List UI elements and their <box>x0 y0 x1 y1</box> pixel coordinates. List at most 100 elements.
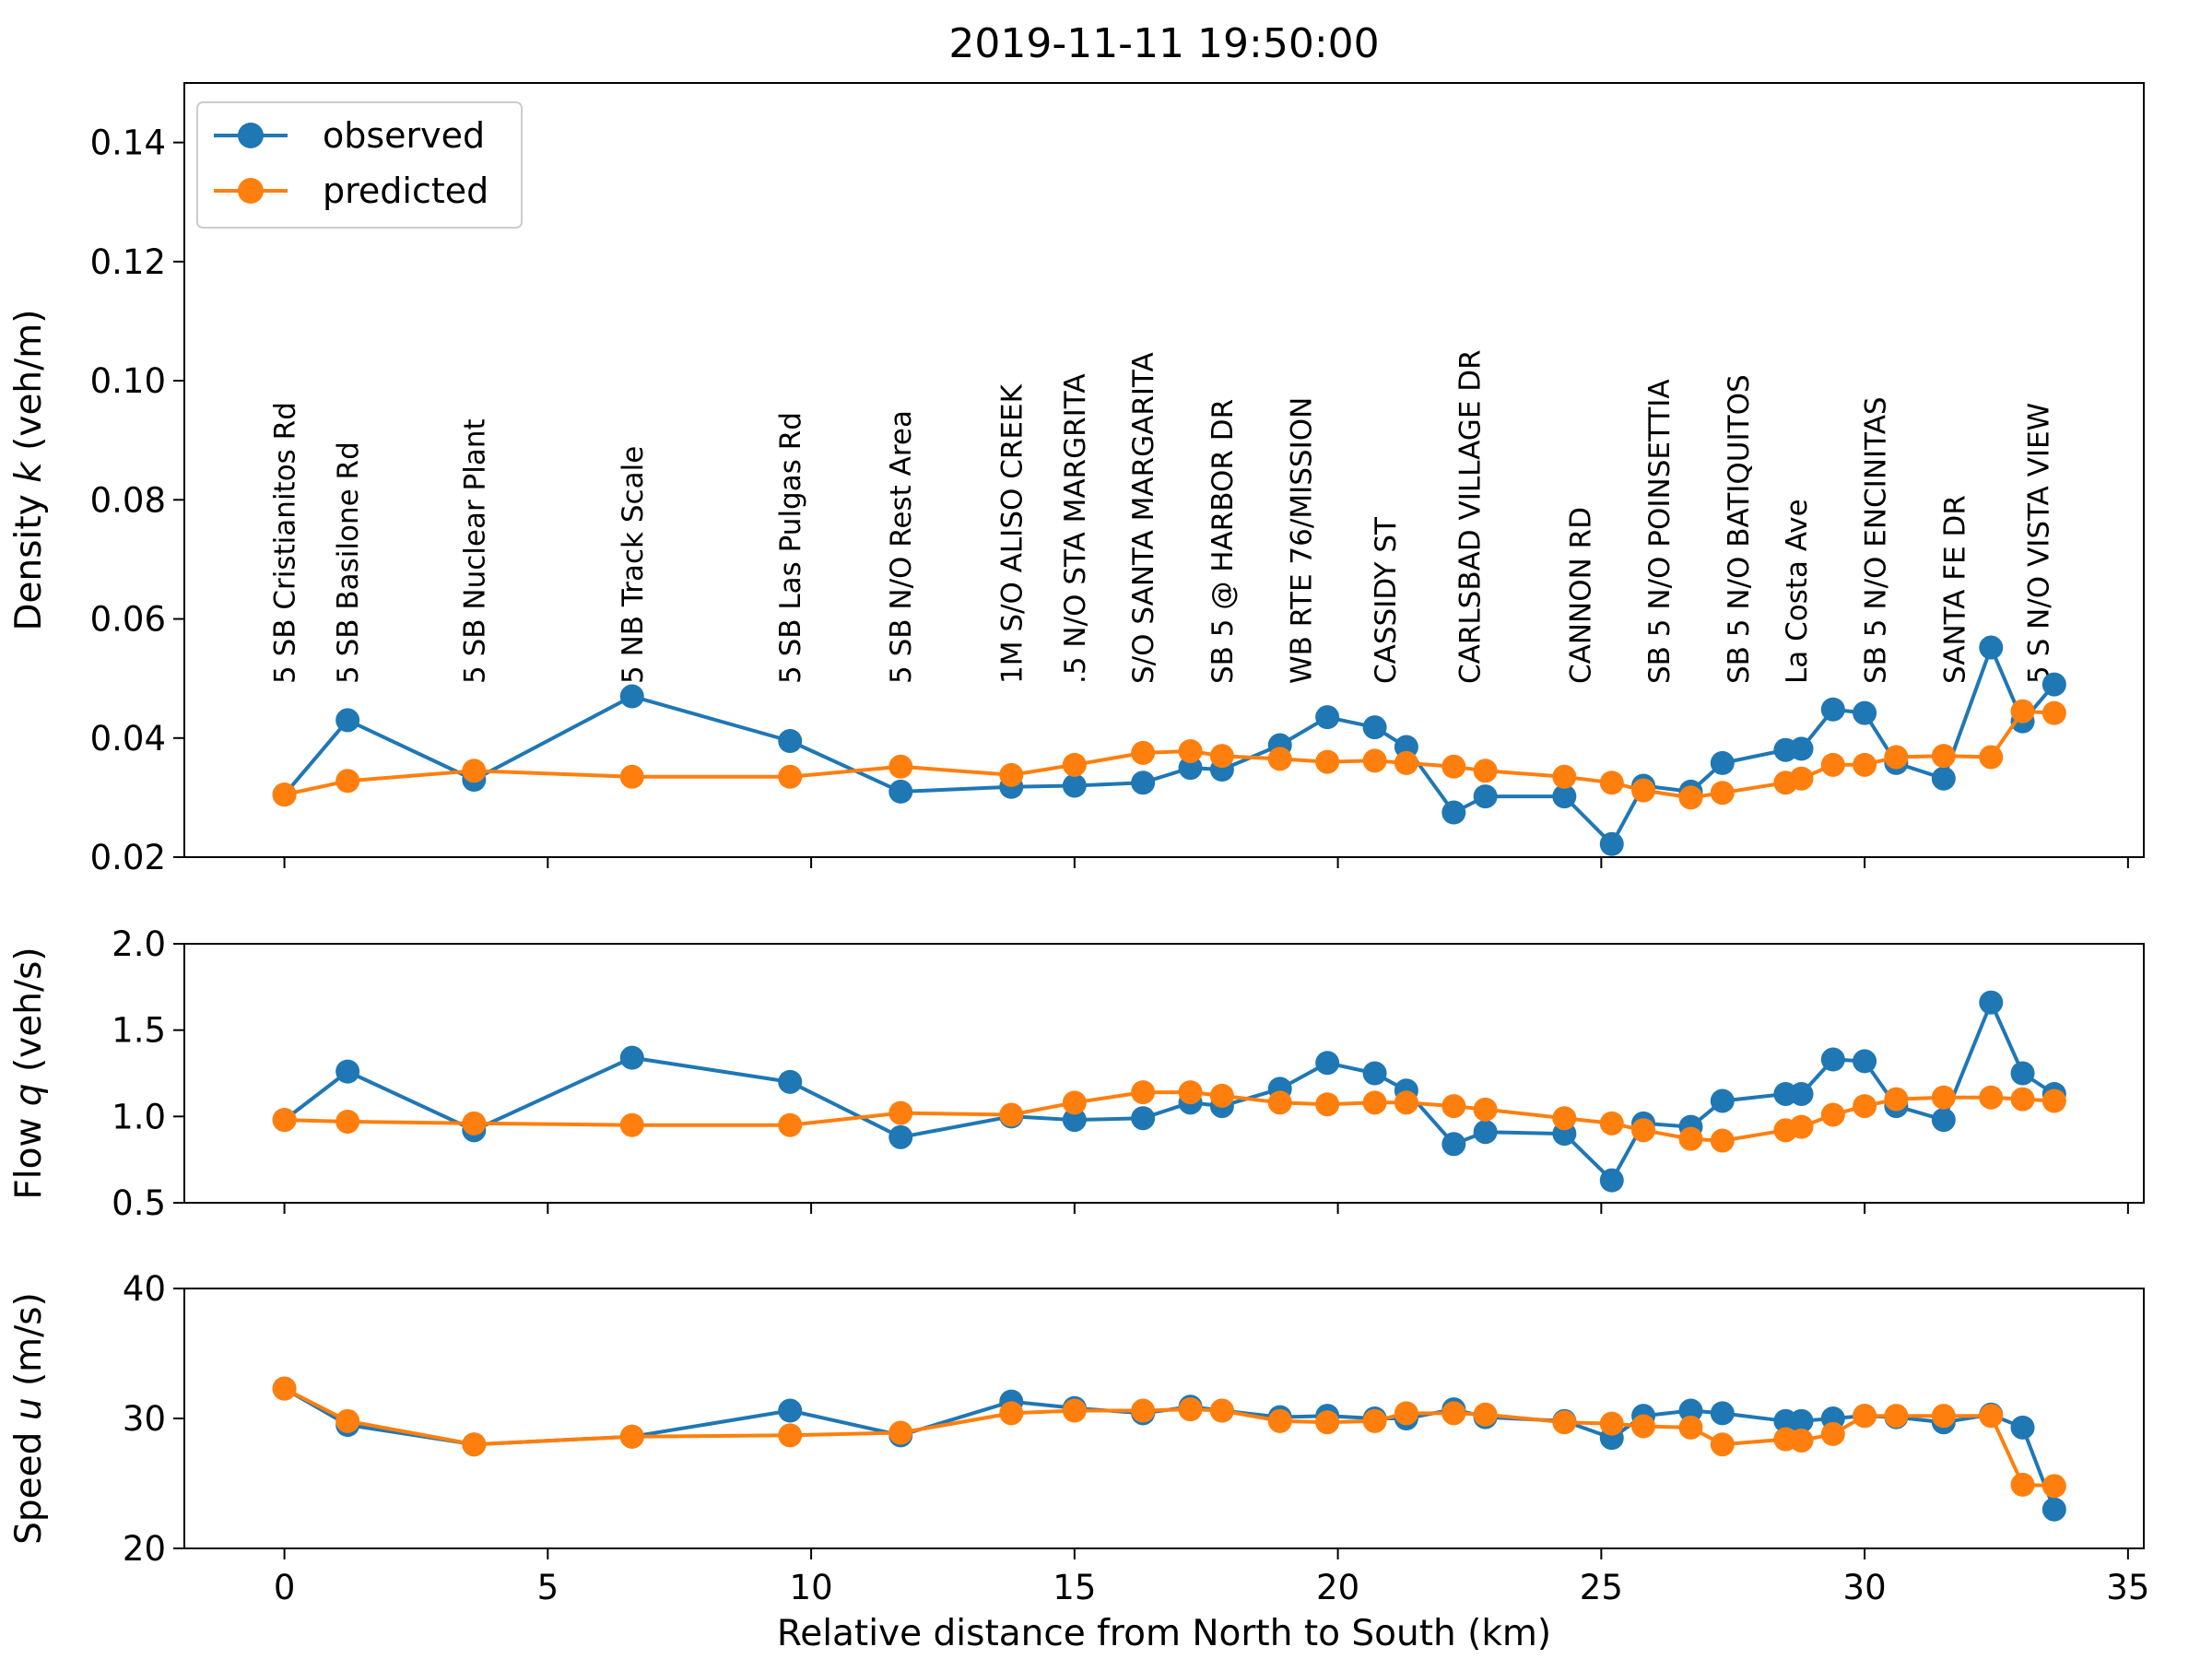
data-point-predicted <box>1394 1090 1418 1115</box>
data-point-observed <box>1931 1108 1956 1133</box>
data-point-predicted <box>1599 771 1624 795</box>
y-tick-label: 0.5 <box>112 1183 166 1223</box>
data-point-predicted <box>2041 1474 2066 1499</box>
data-point-observed <box>335 1059 360 1084</box>
data-point-predicted <box>1710 781 1735 806</box>
panel-0-frame <box>183 82 2145 858</box>
y-axis-label: Density k (veh/m) <box>8 309 50 630</box>
x-axis-label: Relative distance from North to South (k… <box>777 1613 1551 1654</box>
data-point-predicted <box>1853 1404 1877 1429</box>
data-point-predicted <box>778 1112 803 1137</box>
data-point-predicted <box>1062 1398 1087 1423</box>
data-point-observed <box>1678 1398 1703 1423</box>
y-tick-label: 0.06 <box>90 600 166 640</box>
data-point-predicted <box>999 1102 1024 1127</box>
data-point-predicted <box>1631 778 1656 803</box>
data-point-predicted <box>1678 785 1703 810</box>
data-point-predicted <box>1979 1085 2004 1110</box>
legend-predicted-label: predicted <box>323 171 488 211</box>
data-point-predicted <box>1131 740 1156 765</box>
data-point-predicted <box>335 1109 360 1134</box>
data-point-predicted <box>1631 1414 1656 1439</box>
data-point-predicted <box>2041 1088 2066 1113</box>
y-tick-label: 0.12 <box>90 242 166 282</box>
y-axis-label-part: (m/s) <box>8 1292 50 1397</box>
data-point-observed <box>1178 756 1203 781</box>
data-point-predicted <box>2010 1087 2035 1112</box>
data-point-predicted <box>1267 1090 1292 1115</box>
legend: observed predicted <box>196 101 523 229</box>
data-point-predicted <box>619 1424 644 1449</box>
data-point-predicted <box>1678 1126 1703 1151</box>
x-tick-label: 25 <box>1580 1568 1623 1607</box>
data-point-observed <box>778 1069 803 1094</box>
x-tick-label: 10 <box>790 1568 833 1607</box>
station-label: 5 SB Cristianitos Rd <box>269 402 302 684</box>
station-label: 1M S/O ALISO CREEK <box>995 383 1029 684</box>
data-point-predicted <box>1362 1408 1387 1433</box>
y-tick-label: 2.0 <box>112 924 166 964</box>
data-point-observed <box>888 1124 913 1149</box>
y-tick-label: 30 <box>123 1399 166 1439</box>
data-point-predicted <box>1315 1410 1340 1435</box>
y-tick-label: 0.04 <box>90 719 166 759</box>
station-label: 5 SB Las Pulgas Rd <box>774 412 807 684</box>
y-axis-label: Flow q (veh/s) <box>8 947 50 1199</box>
data-point-predicted <box>1473 1097 1498 1122</box>
data-point-predicted <box>1789 1114 1814 1139</box>
station-label: CANNON RD <box>1564 507 1597 684</box>
y-axis-label-part: q <box>8 1083 50 1117</box>
y-axis-label-part: Flow <box>8 1118 50 1200</box>
data-point-predicted <box>1979 745 2004 770</box>
data-point-predicted <box>619 1112 644 1137</box>
data-point-observed <box>1599 1168 1624 1193</box>
data-point-predicted <box>888 754 913 779</box>
data-point-predicted <box>1267 747 1292 771</box>
data-point-predicted <box>1552 1106 1577 1131</box>
station-label: SANTA FE DR <box>1938 495 1971 684</box>
data-point-predicted <box>462 759 487 783</box>
data-point-predicted <box>1820 752 1845 777</box>
data-point-predicted <box>1178 1080 1203 1105</box>
data-point-predicted <box>999 1401 1024 1426</box>
y-axis-label-part: Speed <box>8 1432 50 1545</box>
data-point-observed <box>1473 1120 1498 1145</box>
data-point-predicted <box>1820 1102 1845 1127</box>
data-point-observed <box>619 1045 644 1070</box>
station-label: CARLSBAD VILLAGE DR <box>1453 349 1487 684</box>
panel-0: 0.02 0.04 0.06 0.08 0.10 0.12 0.14 Density k (v… <box>8 82 2145 877</box>
data-point-predicted <box>1884 745 1909 770</box>
y-tick-label: 20 <box>123 1529 166 1569</box>
data-point-observed <box>1789 1081 1814 1106</box>
station-label: 5 SB Basilone Rd <box>332 441 365 684</box>
data-point-observed <box>1710 750 1735 775</box>
data-point-predicted <box>1441 754 1466 779</box>
data-point-predicted <box>1710 1128 1735 1153</box>
station-label: SB 5 N/O POINSETTIA <box>1643 379 1677 684</box>
data-point-observed <box>1979 635 2004 660</box>
data-point-predicted <box>335 1408 360 1433</box>
data-point-predicted <box>1131 1080 1156 1105</box>
data-point-predicted <box>1853 752 1877 777</box>
data-point-observed <box>2010 1415 2035 1440</box>
data-point-predicted <box>1931 1404 1956 1429</box>
data-point-predicted <box>2041 700 2066 725</box>
data-point-predicted <box>1789 1428 1814 1453</box>
x-tick-label: 5 <box>537 1568 559 1607</box>
data-point-predicted <box>1473 1402 1498 1427</box>
data-point-predicted <box>1209 744 1234 769</box>
data-point-predicted <box>462 1432 487 1457</box>
legend-predicted-marker <box>238 178 264 204</box>
data-point-observed <box>1441 800 1466 825</box>
data-point-observed <box>2041 1497 2066 1522</box>
data-point-predicted <box>1931 1085 1956 1110</box>
data-point-observed <box>778 729 803 753</box>
data-point-predicted <box>1931 744 1956 769</box>
data-point-predicted <box>1599 1411 1624 1436</box>
data-point-predicted <box>2010 1472 2035 1497</box>
station-label: WB RTE 76/MISSION <box>1286 397 1319 684</box>
data-point-predicted <box>1441 1401 1466 1426</box>
data-point-predicted <box>778 1423 803 1448</box>
